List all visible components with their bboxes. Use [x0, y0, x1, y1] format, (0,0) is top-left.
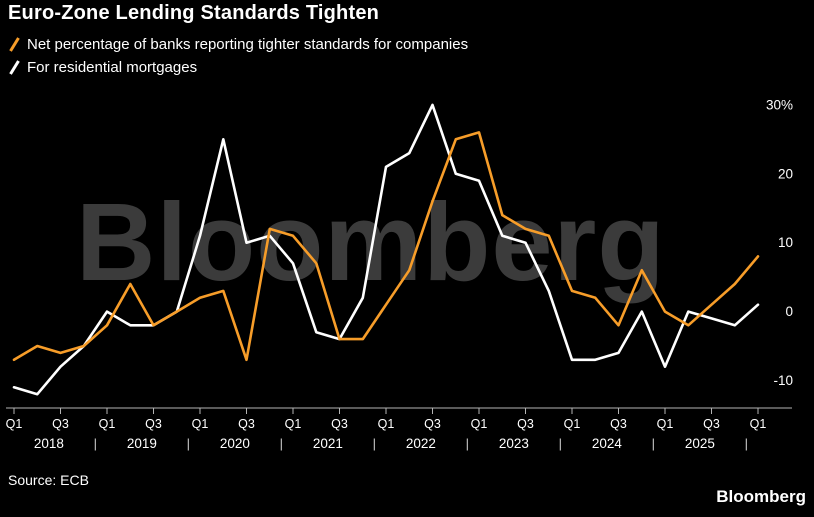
- year-label: 2018: [34, 436, 64, 451]
- source-note: Source: ECB: [8, 472, 89, 488]
- year-separator: |: [94, 436, 97, 451]
- year-separator: |: [187, 436, 190, 451]
- x-tick-label: Q1: [99, 417, 116, 431]
- year-label: 2019: [127, 436, 157, 451]
- legend: Net percentage of banks reporting tighte…: [8, 33, 468, 79]
- companies-line-marker-icon: [9, 37, 20, 52]
- year-label: 2025: [685, 436, 715, 451]
- year-separator: |: [559, 436, 562, 451]
- x-tick-label: Q3: [424, 417, 441, 431]
- x-tick-label: Q1: [378, 417, 395, 431]
- y-tick-label: 0: [785, 304, 793, 319]
- y-tick-label: 30%: [766, 97, 793, 112]
- y-tick-label: -10: [773, 373, 793, 388]
- legend-item-mortgages: For residential mortgages: [8, 56, 468, 79]
- year-label: 2021: [313, 436, 343, 451]
- x-tick-label: Q1: [564, 417, 581, 431]
- x-tick-label: Q1: [192, 417, 209, 431]
- mortgages-line: [12, 103, 760, 396]
- year-separator: |: [466, 436, 469, 451]
- x-tick-label: Q3: [145, 417, 162, 431]
- y-tick-label: 20: [778, 166, 793, 181]
- mortgages-line-marker-icon: [9, 60, 20, 75]
- x-tick-label: Q1: [471, 417, 488, 431]
- x-tick-label: Q3: [331, 417, 348, 431]
- x-tick-label: Q3: [238, 417, 255, 431]
- x-tick-label: Q1: [6, 417, 23, 431]
- legend-label-companies: Net percentage of banks reporting tighte…: [27, 36, 469, 53]
- x-tick-label: Q3: [610, 417, 627, 431]
- bloomberg-logo: Bloomberg: [716, 487, 806, 506]
- page-title: Euro-Zone Lending Standards Tighten: [8, 2, 380, 24]
- year-separator: |: [745, 436, 748, 451]
- year-label: 2023: [499, 436, 529, 451]
- year-label: 2024: [592, 436, 623, 451]
- y-tick-label: 10: [778, 235, 793, 250]
- x-tick-label: Q1: [750, 417, 767, 431]
- x-tick-label: Q1: [285, 417, 302, 431]
- year-separator: |: [280, 436, 283, 451]
- companies-line: [12, 131, 760, 362]
- legend-label-mortgages: For residential mortgages: [27, 59, 198, 76]
- x-tick-label: Q3: [703, 417, 720, 431]
- year-separator: |: [652, 436, 655, 451]
- x-tick-label: Q3: [517, 417, 534, 431]
- x-tick-label: Q1: [657, 417, 674, 431]
- x-tick-label: Q3: [52, 417, 69, 431]
- year-separator: |: [373, 436, 376, 451]
- legend-item-companies: Net percentage of banks reporting tighte…: [8, 33, 468, 56]
- year-label: 2022: [406, 436, 436, 451]
- year-label: 2020: [220, 436, 250, 451]
